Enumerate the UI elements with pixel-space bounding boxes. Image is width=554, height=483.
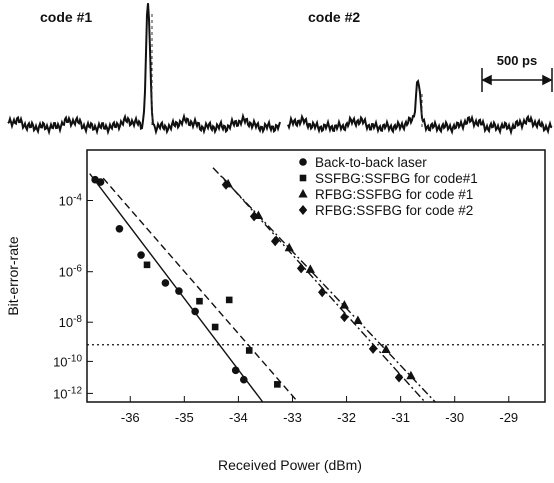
data-point — [137, 251, 145, 259]
y-axis-label: Bit-error-rate — [5, 236, 21, 316]
x-tick-label: -32 — [337, 410, 356, 425]
page: {"traces": {"labels": ["code #1", "code … — [0, 0, 554, 483]
x-tick-label: -33 — [283, 410, 302, 425]
data-point — [191, 308, 199, 316]
x-tick-label: -29 — [499, 410, 518, 425]
data-point — [240, 376, 248, 384]
legend-marker — [300, 175, 307, 182]
data-point — [212, 324, 219, 331]
data-point — [196, 298, 203, 305]
data-point — [162, 279, 170, 287]
data-point — [144, 262, 151, 269]
x-tick-label: -36 — [121, 410, 140, 425]
trace-label: code #1 — [40, 9, 92, 25]
scale-label: 500 ps — [497, 53, 537, 68]
data-point — [226, 297, 233, 304]
data-point — [116, 225, 124, 233]
data-point — [175, 287, 183, 295]
x-axis-label: Received Power (dBm) — [218, 457, 362, 473]
figure: code #1 code #2 500 ps Received Power (d… — [0, 0, 554, 478]
legend-marker — [299, 158, 307, 166]
legend-label: SSFBG:SSFBG for code#1 — [315, 171, 478, 186]
data-point — [246, 347, 253, 354]
x-tick-label: -31 — [391, 410, 410, 425]
legend-label: Back-to-back laser — [315, 155, 427, 170]
data-point — [97, 178, 105, 186]
legend-label: RFBG:SSFBG for code #2 — [315, 203, 473, 218]
data-point — [274, 381, 281, 388]
x-tick-label: -35 — [175, 410, 194, 425]
x-tick-label: -34 — [229, 410, 248, 425]
x-tick-label: -30 — [445, 410, 464, 425]
data-point — [232, 367, 240, 375]
trace-label: code #2 — [308, 9, 360, 25]
legend-label: RFBG:SSFBG for code #1 — [315, 187, 473, 202]
